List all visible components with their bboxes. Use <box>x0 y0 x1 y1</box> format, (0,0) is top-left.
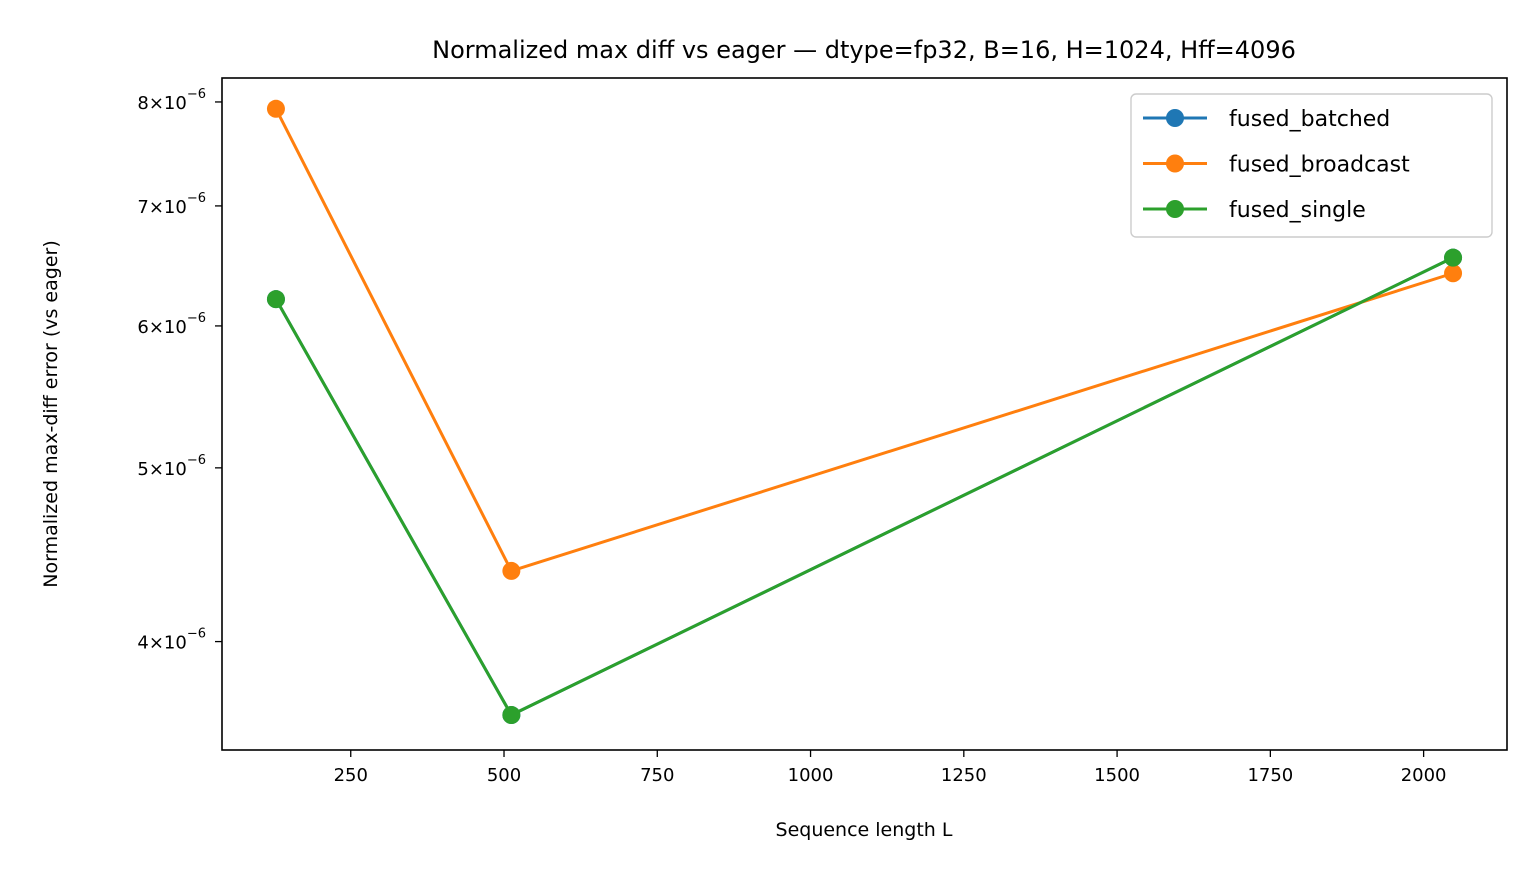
x-tick-label: 750 <box>640 765 674 786</box>
data-point <box>1444 264 1463 283</box>
y-tick-label: 7×10−6 <box>137 191 206 218</box>
plot-frame <box>221 77 1508 751</box>
x-tick-label: 250 <box>334 765 368 786</box>
legend-label: fused_broadcast <box>1229 153 1410 178</box>
legend-label: fused_batched <box>1229 107 1390 132</box>
data-point <box>502 706 521 725</box>
x-tick-label: 500 <box>487 765 521 786</box>
x-axis-label: Sequence length L <box>776 819 953 841</box>
data-point <box>266 290 285 309</box>
legend-item-fused-batched: fused_batched <box>1143 107 1390 132</box>
y-tick-label: 8×10−6 <box>137 87 206 114</box>
x-tick-label: 1750 <box>1247 765 1293 786</box>
legend-frame <box>1130 93 1493 238</box>
y-tick-label: 4×10−6 <box>137 627 206 654</box>
plot-series <box>266 99 1463 725</box>
x-tick-label: 1000 <box>788 765 834 786</box>
y-tick-label: 6×10−6 <box>137 311 206 338</box>
series-fused-single <box>266 248 1463 725</box>
data-point <box>1444 248 1463 267</box>
x-tick-label: 1250 <box>941 765 987 786</box>
legend: fused_batched fused_broadcast fused_single <box>1130 93 1493 238</box>
x-tick-label: 2000 <box>1401 765 1447 786</box>
chart-title: Normalized max diff vs eager — dtype=fp3… <box>432 36 1296 64</box>
legend-label: fused_single <box>1229 198 1366 223</box>
legend-marker <box>1166 154 1184 173</box>
y-tick-label: 5×10−6 <box>137 453 206 480</box>
series-fused-broadcast <box>266 99 1463 580</box>
x-tick-label: 1500 <box>1094 765 1140 786</box>
legend-item-fused-broadcast: fused_broadcast <box>1143 153 1410 178</box>
data-point <box>502 561 521 580</box>
y-axis-ticks: 4×10−6 5×10−6 6×10−6 7×10−6 8×10−6 <box>137 87 222 654</box>
data-point <box>266 99 285 118</box>
y-axis-label: Normalized max-diff error (vs eager) <box>40 240 62 587</box>
legend-item-fused-single: fused_single <box>1143 198 1366 223</box>
x-axis-ticks: 250 500 750 1000 1250 1500 1750 2000 <box>334 750 1447 786</box>
legend-marker <box>1166 200 1184 218</box>
legend-marker <box>1166 109 1184 127</box>
